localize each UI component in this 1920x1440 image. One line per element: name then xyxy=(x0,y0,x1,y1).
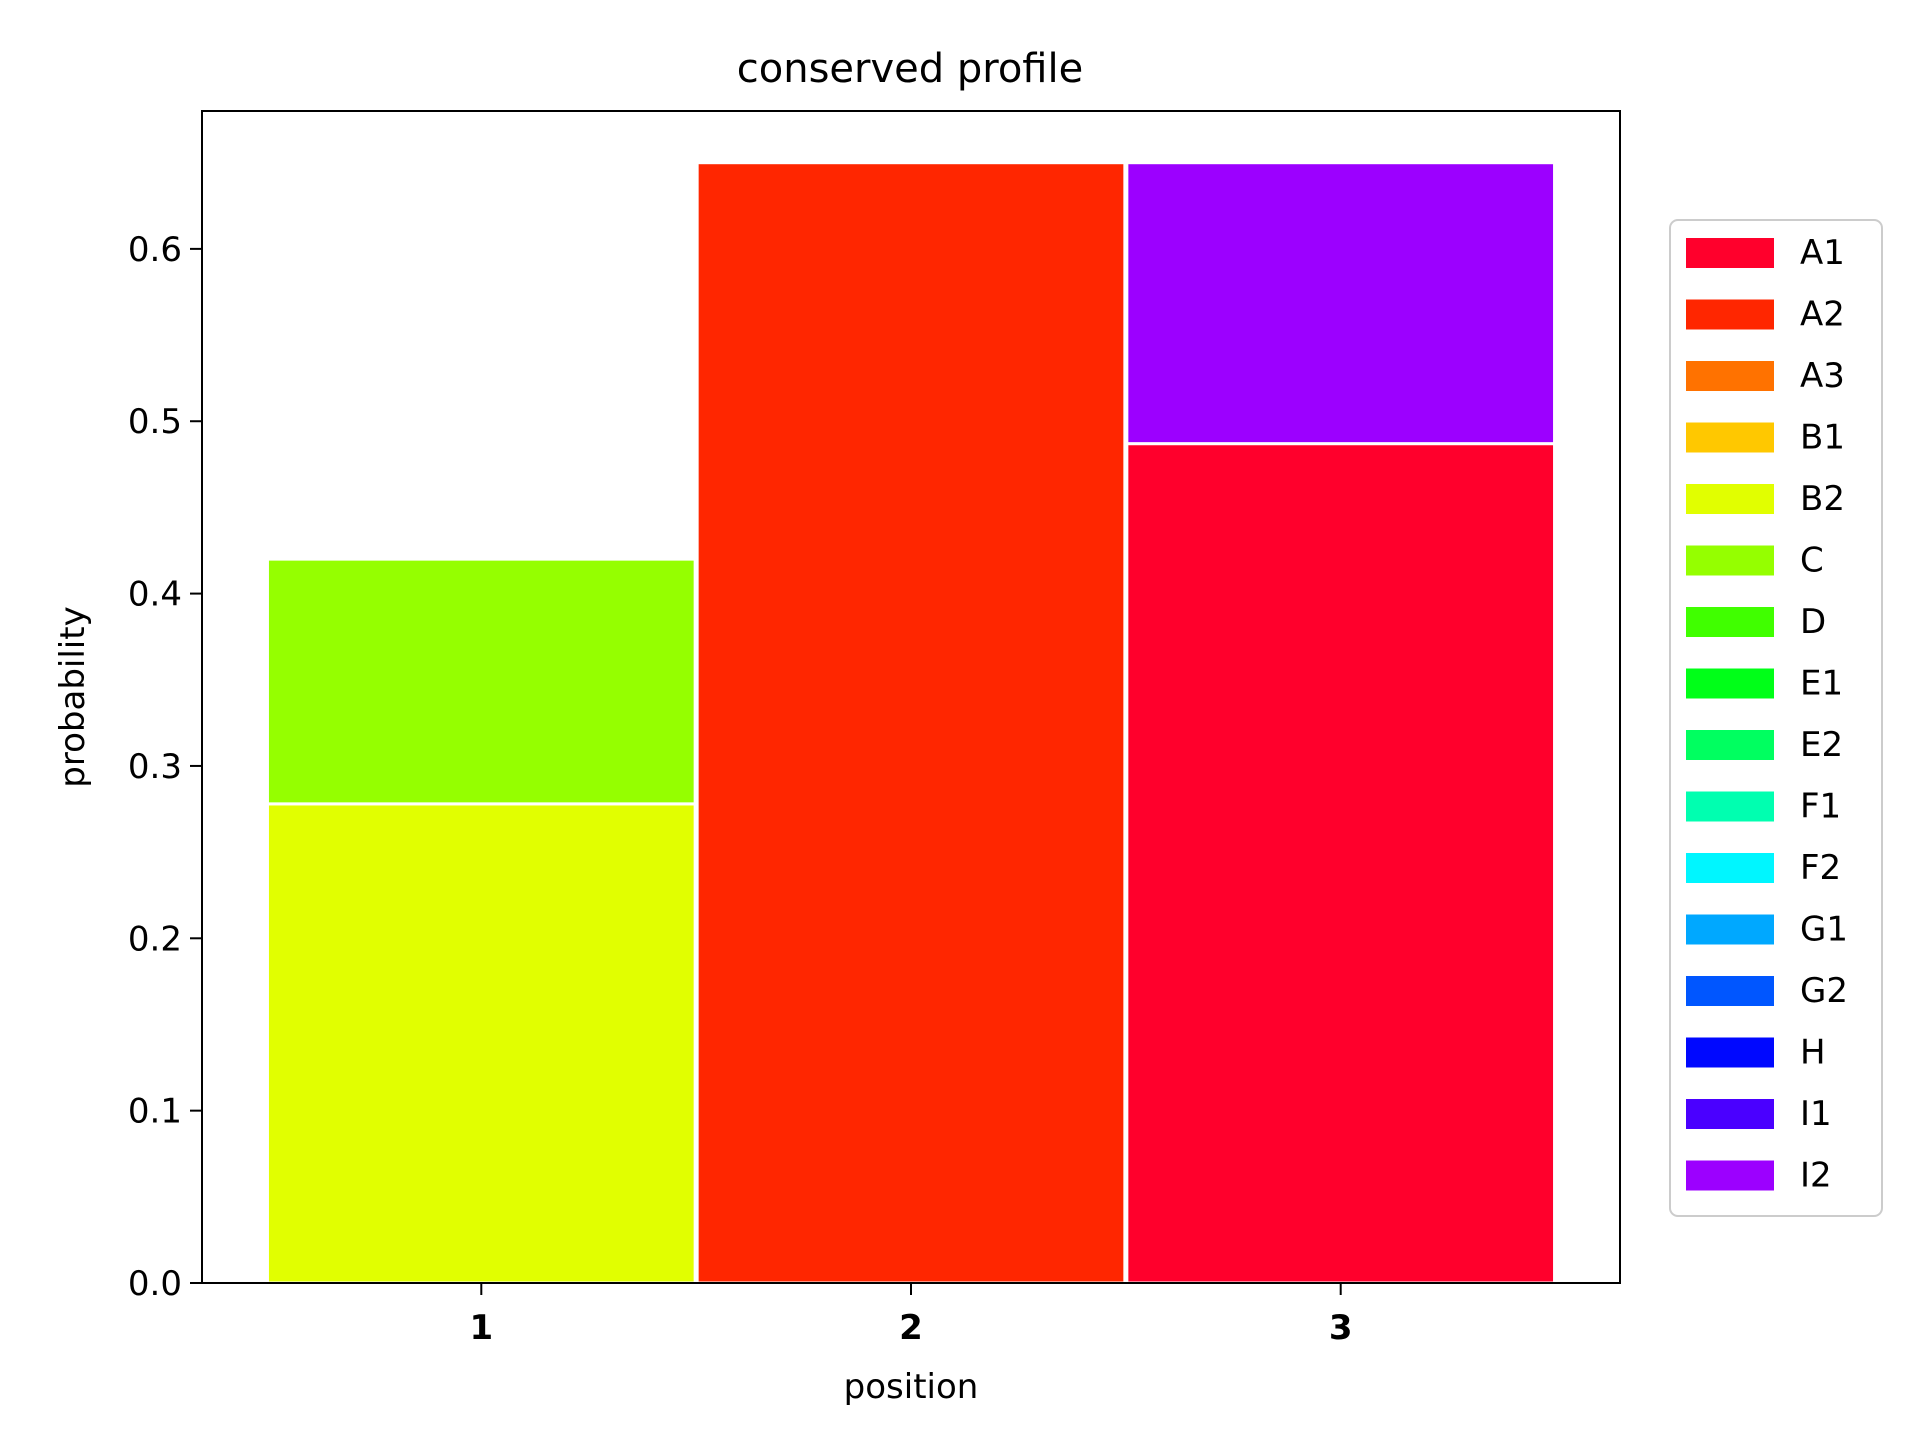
bars-layer xyxy=(265,161,1557,1285)
legend-frame xyxy=(1669,219,1883,1217)
legend-swatch-D xyxy=(1686,607,1774,637)
x-tick-label: 2 xyxy=(899,1308,923,1348)
legend-swatch-B2 xyxy=(1686,484,1774,514)
legend-swatch-A3 xyxy=(1686,361,1774,391)
legend-label-E2: E2 xyxy=(1800,725,1843,765)
legend-label-B2: B2 xyxy=(1800,479,1845,519)
legend-label-D: D xyxy=(1800,602,1826,642)
legend-label-F2: F2 xyxy=(1800,848,1841,888)
legend-swatch-B1 xyxy=(1686,422,1774,453)
y-tick-label: 0.4 xyxy=(128,575,182,615)
legend-label-C: C xyxy=(1800,541,1824,581)
y-tick-label: 0.6 xyxy=(128,230,182,270)
y-tick-label: 0.3 xyxy=(128,747,182,787)
legend-swatch-F1 xyxy=(1686,791,1774,822)
x-axis: 1 2 3 xyxy=(469,1283,1353,1348)
x-tick-label: 1 xyxy=(469,1308,493,1348)
y-tick-label: 0.2 xyxy=(128,919,182,959)
y-tick-label: 0.1 xyxy=(128,1092,182,1132)
bar-B2-pos-1 xyxy=(265,802,697,1285)
legend-swatch-G1 xyxy=(1686,914,1774,945)
legend-swatch-A1 xyxy=(1686,238,1774,268)
legend-swatch-C xyxy=(1686,545,1774,576)
legend-label-G1: G1 xyxy=(1800,910,1848,950)
y-axis-label: probability xyxy=(53,606,93,787)
bar-C-pos-1 xyxy=(265,557,697,806)
x-tick-label: 3 xyxy=(1329,1308,1353,1348)
bar-A2-pos-2 xyxy=(695,161,1127,1285)
legend-swatch-I1 xyxy=(1686,1099,1774,1129)
legend-swatch-G2 xyxy=(1686,976,1774,1006)
legend-swatch-E1 xyxy=(1686,668,1774,699)
legend-label-A3: A3 xyxy=(1800,356,1845,396)
legend-label-I1: I1 xyxy=(1800,1094,1832,1134)
legend-label-F1: F1 xyxy=(1800,787,1841,827)
legend-swatch-I2 xyxy=(1686,1160,1774,1191)
legend-label-I2: I2 xyxy=(1800,1156,1832,1196)
y-tick-label: 0.5 xyxy=(128,402,182,442)
x-axis-label: position xyxy=(844,1367,979,1407)
legend-label-H: H xyxy=(1800,1033,1826,1073)
y-axis: 0.0 0.1 0.2 0.3 0.4 0.5 0.6 xyxy=(128,230,202,1304)
legend: A1 A2 A3 B1 B2 CD E1 E2 F1 F2 G1 G2 H I1 I2 xyxy=(1669,219,1883,1217)
bar-A1-pos-3 xyxy=(1125,442,1557,1285)
y-tick-label: 0.0 xyxy=(128,1264,182,1304)
chart-title: conserved profile xyxy=(737,46,1083,92)
legend-label-B1: B1 xyxy=(1800,418,1845,458)
legend-label-A2: A2 xyxy=(1800,295,1845,335)
legend-label-A1: A1 xyxy=(1800,233,1845,273)
legend-label-E1: E1 xyxy=(1800,664,1843,704)
legend-label-G2: G2 xyxy=(1800,971,1848,1011)
legend-swatch-H xyxy=(1686,1037,1774,1068)
legend-swatch-A2 xyxy=(1686,299,1774,330)
bar-I2-pos-3 xyxy=(1125,161,1557,446)
legend-swatch-F2 xyxy=(1686,853,1774,883)
legend-swatch-E2 xyxy=(1686,730,1774,760)
